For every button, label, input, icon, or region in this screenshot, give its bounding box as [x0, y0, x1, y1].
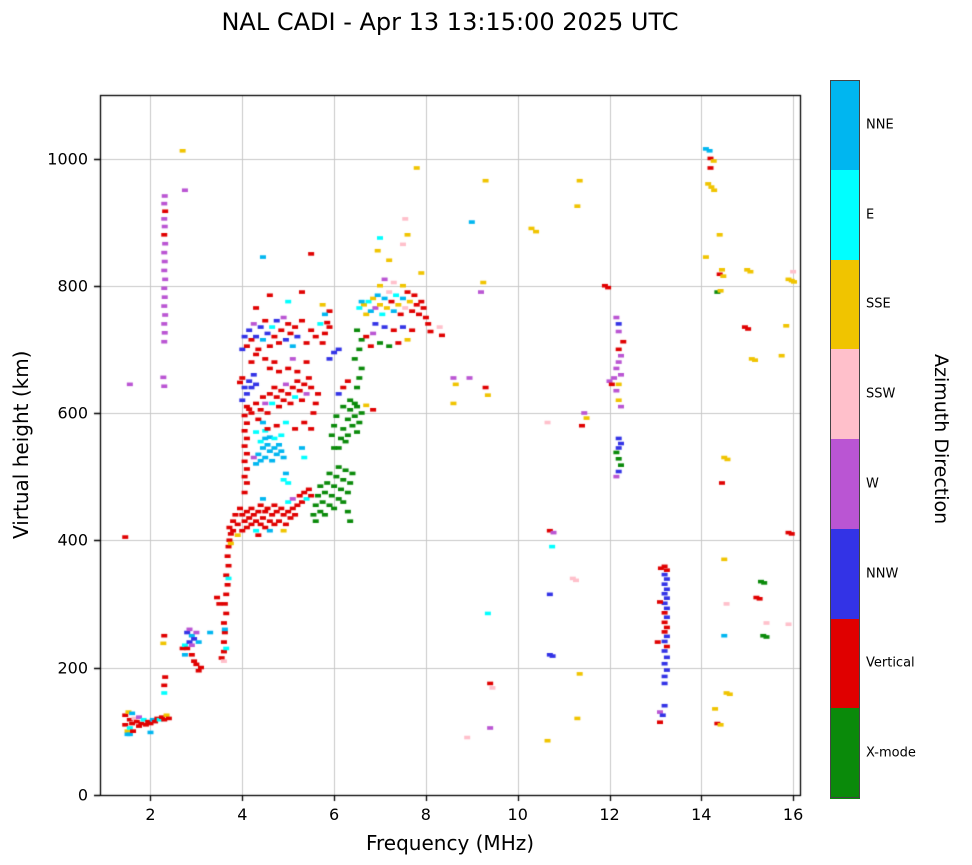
y-tick-label: 800 [57, 276, 88, 296]
x-axis-label: Frequency (MHz) [365, 831, 535, 855]
x-tick-label: 6 [329, 805, 340, 824]
x-tick-label: 8 [420, 805, 431, 824]
x-tick-label: 10 [507, 805, 528, 824]
chart-title: NAL CADI - Apr 13 13:15:00 2025 UTC [221, 8, 679, 36]
colorbar-segment-vertical [830, 618, 860, 709]
colorbar-segment-ssw [830, 349, 860, 440]
y-axis-label: Virtual height (km) [9, 350, 33, 540]
y-tick-label: 200 [57, 658, 88, 678]
x-tick-label: 12 [599, 805, 620, 824]
colorbar-segment-sse [830, 259, 860, 350]
colorbar-title: Azimuth Direction [930, 353, 952, 525]
colorbar-label-nne: NNE [866, 117, 894, 133]
colorbar-segment-e [830, 169, 860, 260]
colorbar-segment-nne [830, 80, 860, 171]
colorbar-segment-x-mode [830, 708, 860, 799]
colorbar-label-e: E [866, 207, 875, 223]
colorbar-segment-w [830, 439, 860, 530]
x-tick-label: 2 [145, 805, 156, 824]
colorbar-frame [830, 80, 860, 798]
y-tick-label: 0 [77, 785, 88, 805]
y-tick-label: 1000 [47, 149, 88, 169]
colorbar-label-ssw: SSW [866, 386, 896, 402]
colorbar-segment-nnw [830, 528, 860, 619]
y-tick-label: 600 [57, 403, 88, 423]
x-tick-label: 16 [782, 805, 804, 824]
colorbar-label-w: W [866, 476, 879, 492]
colorbar-label-vertical: Vertical [866, 655, 915, 671]
y-tick-label: 400 [57, 530, 88, 550]
colorbar-label-x-mode: X-mode [866, 745, 916, 761]
colorbar-label-sse: SSE [866, 296, 891, 312]
colorbar-label-nnw: NNW [866, 566, 899, 582]
x-tick-label: 4 [237, 805, 248, 824]
x-tick-label: 14 [691, 805, 712, 824]
